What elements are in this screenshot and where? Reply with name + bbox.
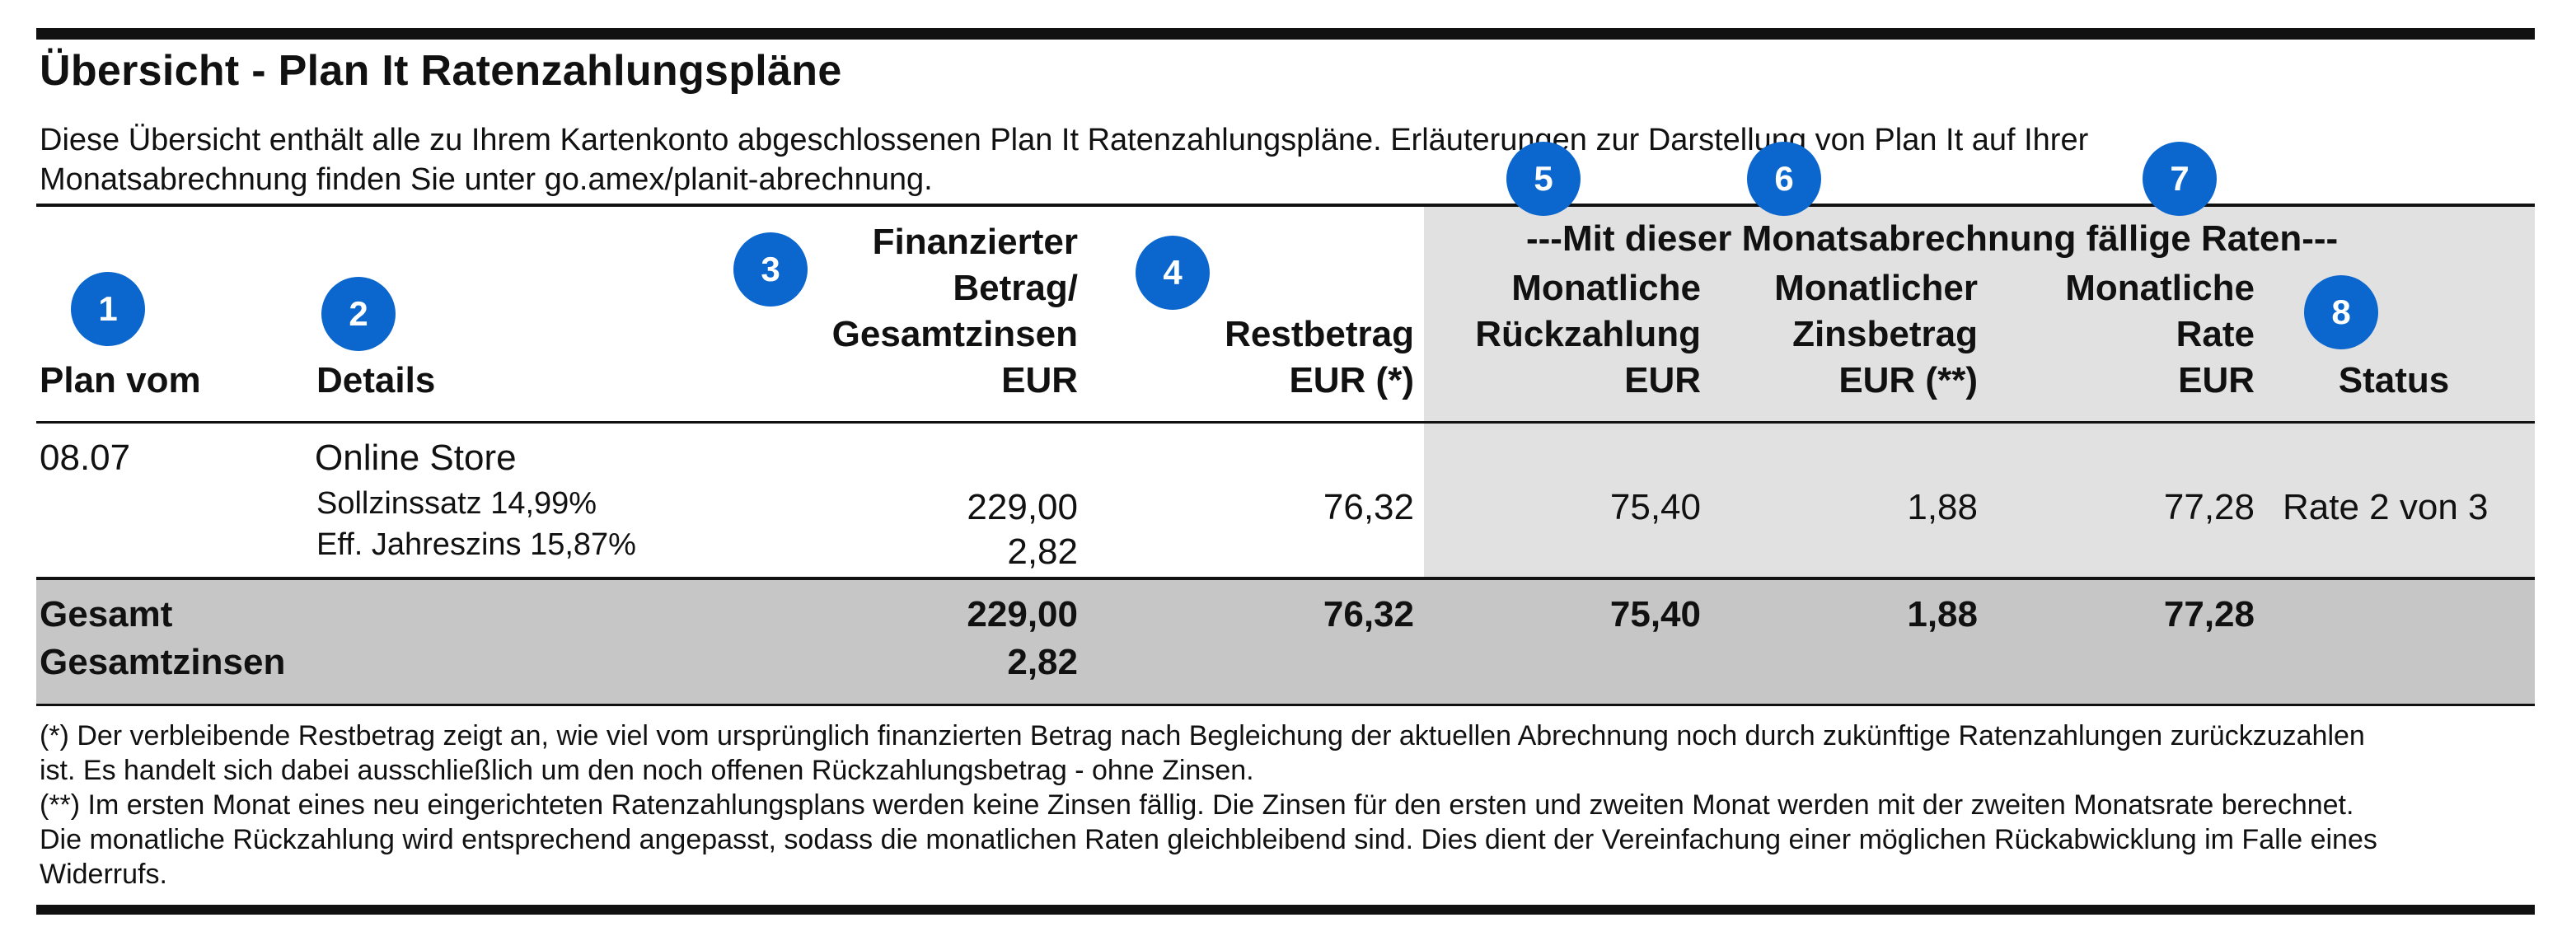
rate-value: 77,28 (2163, 487, 2255, 527)
total-rueckzahlung: 75,40 (1609, 594, 1701, 634)
header-line: EUR (2178, 360, 2255, 400)
restbetrag-value: 76,32 (1323, 487, 1414, 527)
top-rule (36, 28, 2535, 40)
badge-5: 5 (1506, 142, 1581, 216)
footnotes: (*) Der verbleibende Restbetrag zeigt an… (40, 719, 2528, 892)
rueckzahlung-value: 75,40 (1609, 487, 1701, 527)
bottom-rule (36, 905, 2535, 915)
total-interest-label: Gesamtzinsen (40, 642, 286, 682)
footnote-line: ist. Es handelt sich dabei ausschließlic… (40, 755, 1254, 786)
header-line: Monatlicher (1774, 268, 1978, 308)
plan-date: 08.07 (40, 438, 131, 478)
footnote-line: (**) Im ersten Monat eines neu eingerich… (40, 789, 2354, 821)
header-line: Monatliche (1511, 268, 1701, 308)
total-rate: 77,28 (2163, 594, 2255, 634)
header-line: Monatliche (2065, 268, 2255, 308)
header-line: EUR (**) (1838, 360, 1978, 400)
footnote-line: Widerrufs. (40, 859, 167, 890)
merchant-name: Online Store (315, 438, 517, 478)
footnote-line: (*) Der verbleibende Restbetrag zeigt an… (40, 720, 2365, 751)
badge-6: 6 (1747, 142, 1821, 216)
total-top-rule (36, 577, 2535, 580)
header-restbetrag: Restbetrag EUR (*) (1154, 311, 1414, 404)
header-rule (36, 204, 2535, 207)
financed-amount: 229,00 (967, 487, 1078, 527)
header-status: Status (2338, 360, 2450, 400)
total-band (36, 580, 2535, 704)
header-line: Rate (2176, 314, 2255, 354)
due-installments-group-header: ---Mit dieser Monatsabrechnung fällige R… (1526, 218, 2339, 259)
header-line: Betrag/ (953, 268, 1078, 308)
total-label: Gesamt (40, 594, 173, 634)
header-line: Finanzierter (872, 222, 1078, 262)
badge-2: 2 (321, 277, 396, 351)
badge-1: 1 (71, 272, 145, 346)
badge-7: 7 (2143, 142, 2217, 216)
zinsbetrag-value: 1,88 (1907, 487, 1978, 527)
header-line: EUR (1624, 360, 1701, 400)
header-finanzierter-betrag: Finanzierter Betrag/ Gesamtzinsen EUR (742, 219, 1078, 404)
badge-8: 8 (2304, 275, 2378, 349)
header-details: Details (316, 360, 436, 400)
intro-line: Monatsabrechnung finden Sie unter go.ame… (40, 162, 933, 197)
total-financed-amount: 229,00 (967, 594, 1078, 634)
total-interest: 2,82 (1007, 531, 1078, 572)
page-title: Übersicht - Plan It Ratenzahlungspläne (40, 47, 842, 95)
due-installments-row-band (1424, 424, 2535, 577)
total-zinsbetrag: 1,88 (1907, 594, 1978, 634)
header-line: EUR (1001, 360, 1078, 400)
header-line: Gesamtzinsen (831, 314, 1078, 354)
sollzinssatz: Sollzinssatz 14,99% (316, 486, 597, 521)
header-monatliche-rueckzahlung: Monatliche Rückzahlung EUR (1434, 265, 1701, 404)
total-bottom-rule (36, 704, 2535, 706)
eff-jahreszins: Eff. Jahreszins 15,87% (316, 527, 636, 562)
status-value: Rate 2 von 3 (2283, 487, 2489, 527)
header-line: Restbetrag (1225, 314, 1414, 354)
header-line: Rückzahlung (1475, 314, 1701, 354)
header-plan-vom: Plan vom (40, 360, 201, 400)
badge-4: 4 (1136, 236, 1210, 310)
total-interest-amount: 2,82 (1007, 642, 1078, 682)
header-monatlicher-zinsbetrag: Monatlicher Zinsbetrag EUR (**) (1722, 265, 1978, 404)
badge-3: 3 (733, 232, 808, 307)
intro-text: Diese Übersicht enthält alle zu Ihrem Ka… (40, 120, 2495, 199)
header-line: EUR (*) (1289, 360, 1414, 400)
header-separator (36, 421, 2535, 424)
footnote-line: Die monatliche Rückzahlung wird entsprec… (40, 824, 2377, 855)
total-restbetrag: 76,32 (1323, 594, 1414, 634)
intro-line: Diese Übersicht enthält alle zu Ihrem Ka… (40, 123, 2089, 157)
header-monatliche-rate: Monatliche Rate EUR (2011, 265, 2255, 404)
header-line: Zinsbetrag (1792, 314, 1978, 354)
